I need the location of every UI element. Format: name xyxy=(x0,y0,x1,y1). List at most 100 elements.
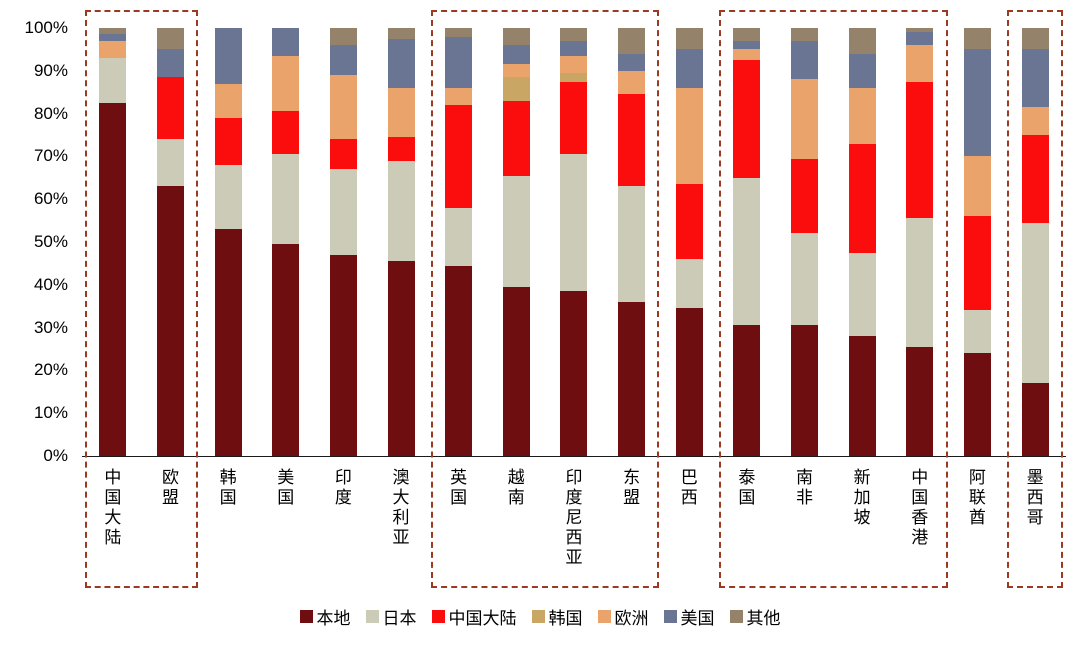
bar-segment xyxy=(963,310,991,354)
category-label: 越南 xyxy=(507,468,525,508)
legend-swatch-icon xyxy=(531,610,545,623)
legend-label: 日本 xyxy=(382,609,417,628)
bar-segment xyxy=(906,218,934,347)
category-label: 中国大陆 xyxy=(104,468,122,548)
bars-row: 中国大陆 欧盟 韩国 美国 印度 澳大利亚 英国 越南 印度尼西亚 东盟 巴西 泰国 南非 新加坡 中国香港… xyxy=(84,28,1064,567)
bar-segment xyxy=(560,291,588,456)
stacked-bar xyxy=(387,28,415,456)
bar-segment xyxy=(329,139,357,170)
legend-label: 其他 xyxy=(746,609,781,628)
bar-segment xyxy=(156,186,184,456)
legend: 本地 日本 中国大陆 韩国 欧洲 美国 其他 xyxy=(0,604,1080,629)
bar-segment xyxy=(675,28,703,50)
bar-slot: 欧盟 xyxy=(142,28,200,507)
category-label: 澳大利亚 xyxy=(392,468,410,548)
bar-segment xyxy=(791,325,818,456)
stacked-bar xyxy=(733,28,761,456)
bar-segment xyxy=(156,139,184,187)
bar-segment xyxy=(387,87,415,138)
bar-slot: 澳大利亚 xyxy=(372,28,430,547)
bar-segment xyxy=(560,81,588,155)
stacked-bar xyxy=(214,28,242,456)
bar-slot: 阿联酋 xyxy=(949,28,1007,527)
bar-segment xyxy=(329,75,357,140)
bar-segment xyxy=(272,28,300,56)
bar-segment xyxy=(502,100,530,176)
bar-segment xyxy=(848,28,876,54)
stacked-bar xyxy=(791,28,818,456)
y-tick-label: 60% xyxy=(33,189,68,209)
bar-slot: 南非 xyxy=(776,28,834,507)
bar-segment xyxy=(675,259,703,309)
bar-slot: 印度尼西亚 xyxy=(545,28,603,567)
y-tick-label: 80% xyxy=(33,103,68,123)
y-tick-label: 0% xyxy=(43,446,68,465)
bar-segment xyxy=(848,336,876,456)
bar-segment xyxy=(272,154,300,245)
category-label: 英国 xyxy=(450,468,468,508)
category-label: 中国香港 xyxy=(911,468,929,548)
bar-slot: 英国 xyxy=(430,28,488,507)
legend-item: 本地 xyxy=(299,604,351,629)
category-label: 新加坡 xyxy=(853,468,871,528)
stacked-bar xyxy=(560,28,588,456)
bar-segment xyxy=(1021,383,1049,456)
bar-segment xyxy=(791,158,818,234)
bar-segment xyxy=(560,28,588,41)
bar-segment xyxy=(675,184,703,260)
y-axis: 100% 90% 80% 70% 60% 50% 40% 30% 20% 10% 0% xyxy=(0,18,76,465)
bar-segment xyxy=(502,77,530,101)
bar-segment xyxy=(272,55,300,112)
legend-swatch-icon xyxy=(299,610,313,623)
bar-slot: 韩国 xyxy=(199,28,257,507)
bar-segment xyxy=(791,28,818,41)
bar-segment xyxy=(329,169,357,255)
bar-segment xyxy=(675,49,703,88)
bar-segment xyxy=(329,254,357,456)
bar-segment xyxy=(387,28,415,39)
bar-segment xyxy=(387,137,415,161)
bar-segment xyxy=(963,353,991,456)
stacked-bar xyxy=(502,28,530,456)
legend-item: 韩国 xyxy=(531,604,583,629)
bar-segment xyxy=(848,53,876,88)
bar-segment xyxy=(214,83,242,118)
bar-segment xyxy=(560,55,588,73)
bar-segment xyxy=(906,346,934,456)
stacked-bar xyxy=(99,28,127,456)
x-axis-line xyxy=(82,456,1066,457)
legend-item: 欧洲 xyxy=(597,604,649,629)
bar-segment xyxy=(272,244,300,456)
stacked-bar xyxy=(445,28,473,456)
legend-swatch-icon xyxy=(597,610,611,623)
legend-label: 美国 xyxy=(680,609,715,628)
category-label: 美国 xyxy=(277,468,295,508)
bar-segment xyxy=(618,53,646,71)
bar-segment xyxy=(675,87,703,185)
bar-segment xyxy=(560,40,588,56)
bar-segment xyxy=(733,325,761,456)
bar-segment xyxy=(445,28,473,37)
bar-segment xyxy=(387,38,415,88)
bar-segment xyxy=(156,49,184,78)
y-tick-label: 30% xyxy=(33,317,68,337)
bar-segment xyxy=(445,36,473,88)
bar-segment xyxy=(99,40,127,58)
bar-segment xyxy=(791,40,818,80)
bar-segment xyxy=(1021,28,1049,50)
bar-segment xyxy=(502,64,530,78)
category-label: 南非 xyxy=(796,468,813,508)
bar-segment xyxy=(272,111,300,155)
stacked-bar xyxy=(848,28,876,456)
bar-segment xyxy=(963,49,991,157)
bar-segment xyxy=(618,94,646,187)
bar-segment xyxy=(387,261,415,456)
legend-label: 欧洲 xyxy=(614,609,649,628)
bar-segment xyxy=(502,175,530,287)
bar-segment xyxy=(618,70,646,95)
bar-segment xyxy=(560,154,588,292)
stacked-bar xyxy=(618,28,646,456)
legend-item: 美国 xyxy=(663,604,715,629)
bar-segment xyxy=(1021,135,1049,223)
